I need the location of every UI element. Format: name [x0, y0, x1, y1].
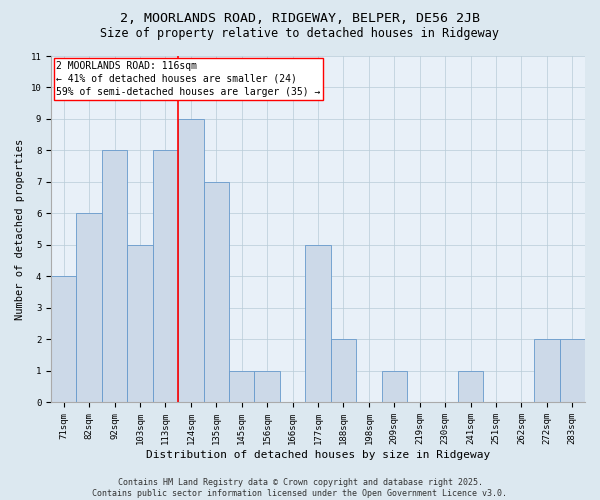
Y-axis label: Number of detached properties: Number of detached properties [15, 138, 25, 320]
Bar [76, 214, 102, 402]
Bar [458, 371, 483, 402]
Bar [153, 150, 178, 402]
Text: 2, MOORLANDS ROAD, RIDGEWAY, BELPER, DE56 2JB: 2, MOORLANDS ROAD, RIDGEWAY, BELPER, DE5… [120, 12, 480, 26]
Bar [203, 182, 229, 402]
Bar [254, 371, 280, 402]
X-axis label: Distribution of detached houses by size in Ridgeway: Distribution of detached houses by size … [146, 450, 490, 460]
Bar [305, 245, 331, 402]
Bar [331, 340, 356, 402]
Bar [560, 340, 585, 402]
Bar [229, 371, 254, 402]
Bar [178, 119, 203, 403]
Text: 2 MOORLANDS ROAD: 116sqm
← 41% of detached houses are smaller (24)
59% of semi-d: 2 MOORLANDS ROAD: 116sqm ← 41% of detach… [56, 60, 320, 97]
Text: Size of property relative to detached houses in Ridgeway: Size of property relative to detached ho… [101, 28, 499, 40]
Bar [127, 245, 153, 402]
Bar [102, 150, 127, 402]
Text: Contains HM Land Registry data © Crown copyright and database right 2025.
Contai: Contains HM Land Registry data © Crown c… [92, 478, 508, 498]
Bar [51, 276, 76, 402]
Bar [382, 371, 407, 402]
Bar [534, 340, 560, 402]
